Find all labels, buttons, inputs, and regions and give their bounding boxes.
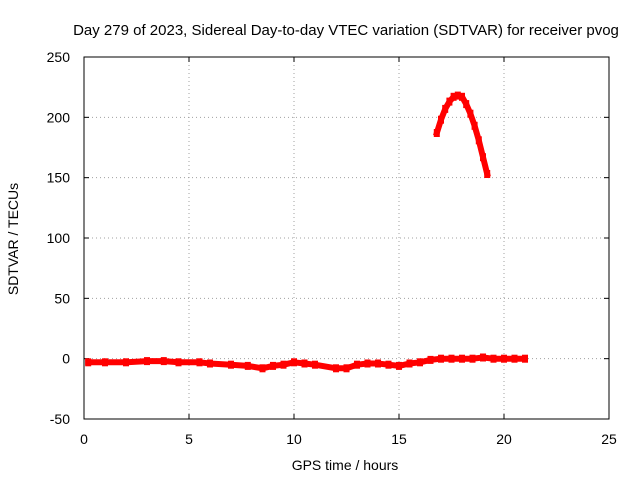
data-point <box>244 361 251 370</box>
y-tick-label: -50 <box>50 411 70 427</box>
data-point <box>442 104 449 113</box>
x-tick-label: 10 <box>286 431 302 447</box>
data-point <box>85 358 92 367</box>
data-point <box>354 360 360 369</box>
data-point <box>175 358 182 367</box>
axis-ticks: 0 5 10 15 20 25 -50 0 50 100 150 200 250 <box>47 49 617 447</box>
data-point <box>385 360 392 369</box>
grid-lines <box>84 57 609 419</box>
data-point <box>406 359 413 368</box>
data-point <box>522 354 528 363</box>
data-point <box>301 359 308 368</box>
data-point <box>480 353 486 362</box>
data-point <box>196 358 203 367</box>
data-point <box>427 355 434 364</box>
data-point <box>484 170 491 178</box>
data-point <box>450 92 457 101</box>
x-tick-label: 20 <box>496 431 512 447</box>
data-point <box>364 359 371 368</box>
data-point <box>438 115 444 124</box>
data-point <box>490 354 497 363</box>
data-point <box>454 91 461 100</box>
y-tick-label: 150 <box>47 170 71 186</box>
data-point <box>102 358 108 367</box>
data-point <box>469 354 476 363</box>
y-tick-label: 250 <box>47 49 71 65</box>
data-point <box>471 121 478 130</box>
chart-title: Day 279 of 2023, Sidereal Day-to-day VTE… <box>73 22 619 39</box>
data-point <box>270 361 276 370</box>
data-point <box>463 100 470 109</box>
x-tick-label: 15 <box>391 431 407 447</box>
x-axis-label: GPS time / hours <box>292 457 399 473</box>
y-tick-label: 200 <box>47 109 71 125</box>
x-tick-label: 25 <box>601 431 617 447</box>
data-point <box>375 359 381 368</box>
data-point <box>144 357 150 366</box>
data-point <box>343 364 350 373</box>
data-point <box>396 361 402 370</box>
data-point <box>280 360 287 369</box>
data-point <box>228 360 234 369</box>
data-point <box>438 354 444 363</box>
y-tick-label: 50 <box>54 290 70 306</box>
data-point <box>333 364 339 373</box>
data-series <box>85 91 528 373</box>
data-point <box>459 92 465 101</box>
y-tick-label: 0 <box>62 351 70 367</box>
data-point <box>459 354 465 363</box>
data-point <box>312 360 318 369</box>
data-point <box>467 109 474 118</box>
x-tick-label: 5 <box>185 431 193 447</box>
data-point <box>501 354 507 363</box>
data-point <box>448 354 455 363</box>
data-point <box>433 129 440 137</box>
data-point <box>417 358 423 367</box>
y-tick-label: 100 <box>47 230 71 246</box>
data-point <box>475 136 482 145</box>
data-point <box>207 359 213 368</box>
y-axis-label: SDTVAR / TECUs <box>5 183 21 295</box>
data-point <box>511 354 518 363</box>
data-point <box>160 357 167 366</box>
data-point <box>259 364 266 373</box>
data-point <box>291 358 297 367</box>
x-tick-label: 0 <box>80 431 88 447</box>
data-point <box>446 97 453 106</box>
data-point <box>480 153 486 162</box>
data-point <box>123 358 129 367</box>
